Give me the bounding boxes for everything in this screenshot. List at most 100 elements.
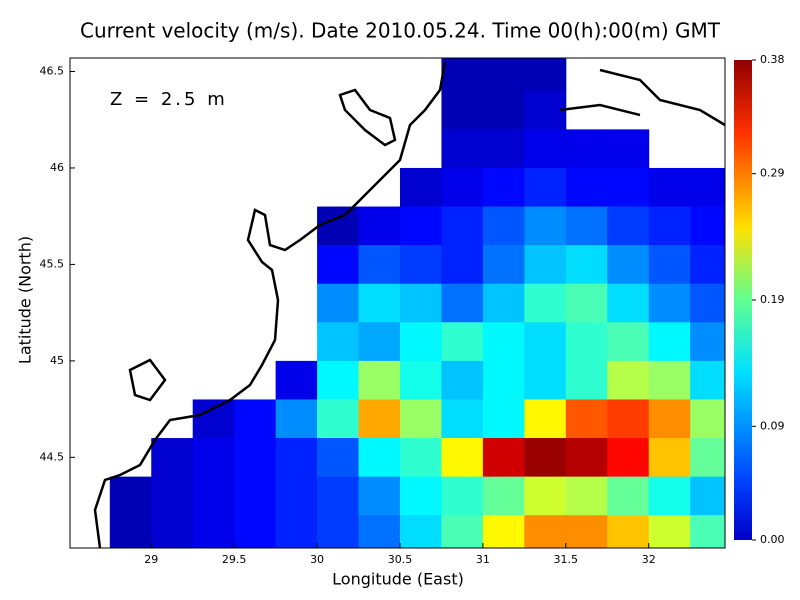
- y-tick-label: 46.5: [40, 65, 65, 78]
- velocity-cell: [690, 476, 725, 516]
- velocity-cell: [399, 360, 442, 400]
- velocity-cell: [607, 283, 650, 323]
- velocity-cell: [358, 399, 401, 439]
- velocity-cell: [441, 167, 484, 208]
- velocity-cell: [482, 283, 525, 323]
- velocity-cell: [565, 476, 608, 516]
- velocity-cell: [565, 438, 608, 478]
- velocity-cell: [482, 360, 525, 400]
- velocity-cell: [441, 438, 484, 478]
- velocity-cell: [192, 476, 235, 516]
- velocity-cell: [482, 322, 525, 362]
- velocity-cell: [399, 322, 442, 362]
- x-tick-label: 30.5: [388, 553, 413, 566]
- velocity-cell: [648, 322, 691, 362]
- velocity-cell: [690, 206, 725, 246]
- velocity-cell: [399, 438, 442, 478]
- velocity-cell: [524, 283, 567, 323]
- velocity-cell: [607, 399, 650, 439]
- velocity-cell: [399, 283, 442, 323]
- velocity-cell: [524, 515, 567, 548]
- velocity-cell: [317, 399, 360, 439]
- velocity-cell: [648, 399, 691, 439]
- velocity-cell: [441, 399, 484, 439]
- velocity-cell: [690, 399, 725, 439]
- velocity-cell: [192, 438, 235, 478]
- colorbar-tick-label: 0.38: [760, 53, 785, 66]
- velocity-cell: [275, 515, 318, 548]
- velocity-cell: [524, 206, 567, 246]
- velocity-cell: [151, 515, 194, 548]
- velocity-cell: [399, 167, 442, 208]
- y-tick-label: 45: [50, 354, 64, 367]
- velocity-cell: [648, 283, 691, 323]
- velocity-cell: [482, 58, 525, 92]
- velocity-cell: [524, 476, 567, 516]
- colorbar: [734, 60, 752, 540]
- velocity-cell: [482, 399, 525, 439]
- y-axis-label: Latitude (North): [16, 236, 35, 364]
- velocity-cell: [607, 360, 650, 400]
- velocity-cell: [441, 245, 484, 285]
- velocity-cell: [109, 515, 152, 548]
- velocity-cell: [690, 245, 725, 285]
- velocity-cell: [358, 438, 401, 478]
- velocity-cell: [441, 90, 484, 130]
- velocity-cell: [607, 476, 650, 516]
- velocity-cell: [648, 167, 691, 208]
- velocity-cell: [690, 515, 725, 548]
- velocity-cell: [482, 206, 525, 246]
- velocity-cell: [275, 360, 318, 400]
- colorbar-tick-label: 0.09: [760, 419, 785, 432]
- velocity-cell: [275, 476, 318, 516]
- velocity-cell: [565, 360, 608, 400]
- velocity-cell: [317, 245, 360, 285]
- velocity-field: [109, 58, 725, 548]
- velocity-cell: [524, 360, 567, 400]
- velocity-cell: [441, 360, 484, 400]
- y-tick-label: 44.5: [40, 450, 65, 463]
- velocity-cell: [317, 476, 360, 516]
- velocity-cell: [524, 167, 567, 208]
- x-tick-label: 29.5: [222, 553, 247, 566]
- velocity-cell: [565, 322, 608, 362]
- velocity-cell: [648, 438, 691, 478]
- velocity-cell: [565, 399, 608, 439]
- velocity-cell: [151, 438, 194, 478]
- velocity-cell: [317, 322, 360, 362]
- velocity-cell: [317, 283, 360, 323]
- y-tick-label: 46: [50, 161, 64, 174]
- velocity-cell: [524, 438, 567, 478]
- velocity-cell: [317, 206, 360, 246]
- x-tick-label: 29: [144, 553, 158, 566]
- velocity-cell: [234, 515, 277, 548]
- colorbar-tick-label: 0.19: [760, 293, 785, 306]
- velocity-cell: [399, 515, 442, 548]
- velocity-cell: [399, 476, 442, 516]
- velocity-cell: [524, 58, 567, 92]
- velocity-cell: [358, 245, 401, 285]
- velocity-cell: [399, 399, 442, 439]
- velocity-cell: [482, 167, 525, 208]
- velocity-cell: [358, 515, 401, 548]
- x-tick-label: 31: [476, 553, 490, 566]
- velocity-cell: [441, 476, 484, 516]
- chart-title: Current velocity (m/s). Date 2010.05.24.…: [80, 19, 721, 43]
- velocity-cell: [565, 515, 608, 548]
- velocity-cell: [441, 283, 484, 323]
- velocity-cell: [690, 360, 725, 400]
- velocity-cell: [690, 167, 725, 208]
- velocity-cell: [399, 206, 442, 246]
- velocity-cell: [358, 206, 401, 246]
- x-tick-label: 31.5: [554, 553, 579, 566]
- velocity-cell: [524, 90, 567, 130]
- velocity-cell: [690, 283, 725, 323]
- velocity-cell: [565, 206, 608, 246]
- velocity-cell: [275, 438, 318, 478]
- depth-annotation: Z = 2.5 m: [110, 89, 228, 110]
- velocity-cell: [524, 245, 567, 285]
- plot-frame: [69, 57, 726, 549]
- velocity-cell: [399, 245, 442, 285]
- velocity-cell: [482, 129, 525, 169]
